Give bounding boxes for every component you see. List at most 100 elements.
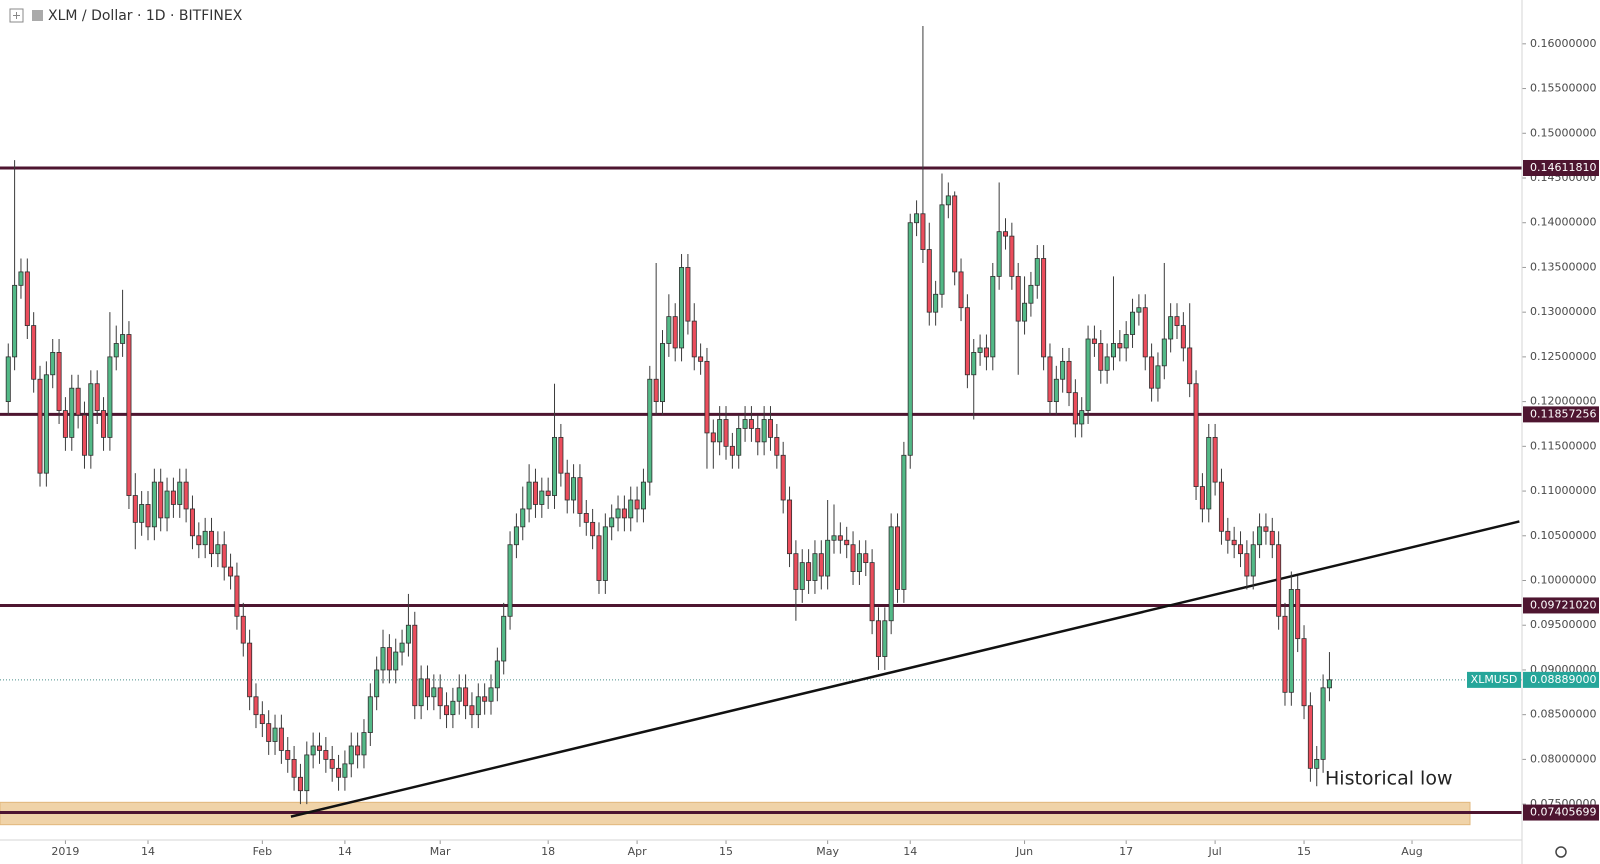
candle-body: [94, 383, 100, 411]
level-tag-label: 0.07405699: [1530, 806, 1596, 819]
candle-body: [323, 750, 329, 760]
candle-body: [856, 553, 862, 572]
x-tick-label: Jun: [1015, 845, 1033, 858]
candle-body: [1009, 235, 1015, 277]
candle-body: [1193, 383, 1199, 487]
candle-body: [285, 750, 291, 760]
candle-body: [1079, 410, 1085, 425]
candle-body: [304, 754, 310, 792]
x-tick-label: Aug: [1401, 845, 1422, 858]
candle-body: [475, 696, 481, 716]
candle-body: [1174, 316, 1180, 326]
candle-body: [1212, 436, 1218, 483]
candle-body: [539, 490, 545, 505]
candle-body: [793, 553, 799, 590]
candle-body: [342, 763, 348, 778]
candle-body: [1187, 347, 1193, 385]
candle-body: [501, 615, 507, 662]
candle-body: [1238, 544, 1244, 555]
candle-body: [736, 428, 742, 456]
candle-body: [710, 432, 716, 443]
symbol-tag: [1467, 671, 1521, 688]
candle-body: [1110, 343, 1116, 358]
candle-body: [1250, 544, 1256, 577]
candle-body: [564, 472, 570, 501]
candle-body: [1072, 392, 1078, 425]
toggle-icon[interactable]: [9, 8, 24, 23]
annotation: Historical low: [1325, 768, 1452, 790]
candle-body: [444, 705, 450, 716]
last-price-tag: [1523, 671, 1599, 688]
candle-body: [81, 414, 87, 456]
candle-body: [1091, 338, 1097, 344]
candle-body: [907, 222, 913, 456]
candle-body: [812, 553, 818, 581]
candle-body: [1180, 325, 1186, 349]
y-tick-label: 0.14000000: [1530, 216, 1596, 229]
x-tick-label: Apr: [628, 845, 648, 858]
candle-body: [494, 660, 500, 689]
candle-body: [69, 387, 75, 438]
candle-body: [253, 696, 259, 716]
candle-body: [202, 530, 208, 546]
candle-body: [1142, 307, 1148, 358]
candle-body: [958, 271, 964, 309]
candle-body: [609, 517, 615, 528]
candle-body: [596, 535, 602, 581]
symbol-title[interactable]: XLM / Dollar · 1D · BITFINEX: [48, 8, 243, 24]
candle-body: [336, 767, 342, 778]
candle-body: [196, 535, 202, 546]
x-tick-label: 15: [1297, 845, 1311, 858]
candle-body: [1098, 343, 1104, 371]
candle-body: [990, 275, 996, 358]
candle-body: [666, 316, 672, 344]
candle-body: [418, 678, 424, 707]
candle-body: [1002, 231, 1008, 237]
candle-body: [329, 758, 335, 769]
candle-body: [971, 352, 977, 376]
candle-body: [933, 293, 939, 313]
candle-body: [221, 544, 227, 568]
candle-body: [1288, 589, 1294, 693]
candle-body: [1047, 356, 1053, 403]
y-tick-label: 0.08500000: [1530, 708, 1596, 721]
candle-body: [615, 508, 621, 519]
candle-body: [799, 562, 805, 590]
candle-body: [424, 678, 430, 698]
candle-body: [945, 195, 951, 206]
candle-body: [234, 575, 240, 617]
candle-body: [863, 553, 869, 564]
candle-body: [952, 195, 958, 273]
candle-body: [1168, 316, 1174, 340]
settings-icon[interactable]: [1555, 846, 1567, 858]
candle-body: [126, 334, 132, 496]
candle-body: [50, 352, 56, 376]
candle-body: [1301, 638, 1307, 707]
candle-body: [450, 700, 456, 716]
y-tick-label: 0.08000000: [1530, 752, 1596, 765]
candle-body: [552, 436, 558, 496]
candle-body: [640, 481, 646, 510]
candle-body: [1155, 365, 1161, 389]
level-tag: [1523, 406, 1599, 423]
y-tick-label: 0.15500000: [1530, 82, 1596, 95]
candle-body: [659, 343, 665, 403]
candle-body: [24, 271, 30, 326]
candle-body: [209, 530, 215, 555]
candle-body: [1130, 311, 1136, 335]
candle-body: [469, 705, 475, 716]
candle-body: [1022, 302, 1028, 322]
y-tick-label: 0.13000000: [1530, 305, 1596, 318]
candle-body: [806, 562, 812, 581]
candle-body: [1295, 589, 1301, 640]
candle-body: [1269, 530, 1275, 546]
candle-body: [1199, 486, 1205, 510]
candle-body: [240, 615, 246, 644]
candle-body: [1282, 615, 1288, 693]
x-tick-label: 14: [338, 845, 352, 858]
y-tick-label: 0.15000000: [1530, 126, 1596, 139]
candle-body: [170, 490, 176, 505]
candle-body: [431, 687, 437, 698]
candle-body: [56, 352, 62, 411]
candle-body: [672, 316, 678, 349]
